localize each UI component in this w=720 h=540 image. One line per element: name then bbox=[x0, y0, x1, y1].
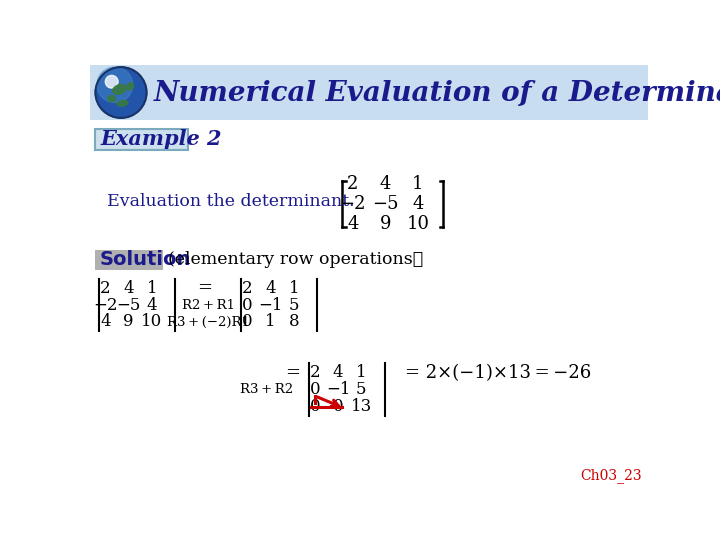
Text: R2 + R1: R2 + R1 bbox=[182, 299, 235, 312]
Text: −1: −1 bbox=[258, 296, 283, 314]
Text: −2: −2 bbox=[339, 195, 366, 213]
Text: 2: 2 bbox=[310, 364, 320, 381]
Circle shape bbox=[97, 67, 132, 103]
Circle shape bbox=[96, 67, 147, 118]
Text: 0: 0 bbox=[333, 398, 343, 415]
Text: 2: 2 bbox=[347, 175, 359, 193]
Text: 13: 13 bbox=[351, 398, 372, 415]
Text: 4: 4 bbox=[123, 280, 134, 296]
Text: 9: 9 bbox=[124, 314, 134, 330]
Text: =: = bbox=[197, 279, 212, 297]
Text: R3 + R2: R3 + R2 bbox=[240, 383, 293, 396]
Text: 4: 4 bbox=[333, 364, 343, 381]
Text: 4: 4 bbox=[147, 296, 157, 314]
Text: 4: 4 bbox=[265, 280, 276, 296]
Text: 10: 10 bbox=[141, 314, 163, 330]
Text: 8: 8 bbox=[289, 314, 299, 330]
Text: 2: 2 bbox=[100, 280, 111, 296]
Text: 1: 1 bbox=[265, 314, 276, 330]
Text: 1: 1 bbox=[289, 280, 299, 296]
Text: 4: 4 bbox=[347, 215, 359, 233]
Text: 4: 4 bbox=[412, 195, 423, 213]
Ellipse shape bbox=[113, 84, 126, 94]
Text: 2: 2 bbox=[242, 280, 253, 296]
Bar bbox=[90, 65, 648, 120]
Text: Numerical Evaluation of a Determinant: Numerical Evaluation of a Determinant bbox=[153, 80, 720, 107]
Text: 4: 4 bbox=[100, 314, 111, 330]
Circle shape bbox=[105, 76, 118, 88]
Text: 10: 10 bbox=[406, 215, 429, 233]
Text: Ch03_23: Ch03_23 bbox=[580, 468, 642, 483]
Text: R3 + (−2)R1: R3 + (−2)R1 bbox=[167, 315, 250, 328]
Text: =: = bbox=[286, 364, 300, 382]
Text: 1: 1 bbox=[412, 175, 423, 193]
Text: −2: −2 bbox=[94, 296, 118, 314]
Text: 1: 1 bbox=[356, 364, 366, 381]
Bar bbox=[94, 129, 188, 150]
Text: 1: 1 bbox=[147, 280, 157, 296]
Text: −5: −5 bbox=[117, 296, 141, 314]
Text: 0: 0 bbox=[242, 314, 253, 330]
Text: 0: 0 bbox=[310, 381, 320, 398]
Text: Evaluation the determinant.: Evaluation the determinant. bbox=[107, 193, 355, 211]
Text: 0: 0 bbox=[242, 296, 253, 314]
Text: −5: −5 bbox=[372, 195, 399, 213]
Text: −1: −1 bbox=[325, 381, 350, 398]
Text: = 2×(−1)×13 = −26: = 2×(−1)×13 = −26 bbox=[405, 364, 591, 382]
Ellipse shape bbox=[108, 96, 115, 102]
Ellipse shape bbox=[117, 100, 128, 106]
Text: 9: 9 bbox=[379, 215, 391, 233]
Text: 4: 4 bbox=[379, 175, 391, 193]
Text: Example 2: Example 2 bbox=[100, 130, 222, 150]
Text: 5: 5 bbox=[289, 296, 299, 314]
Text: 5: 5 bbox=[356, 381, 366, 398]
Text: 0: 0 bbox=[310, 398, 320, 415]
Text: (elementary row operations）: (elementary row operations） bbox=[168, 252, 423, 268]
Ellipse shape bbox=[127, 83, 134, 90]
Text: Solution: Solution bbox=[99, 251, 191, 269]
Bar bbox=[94, 249, 163, 271]
